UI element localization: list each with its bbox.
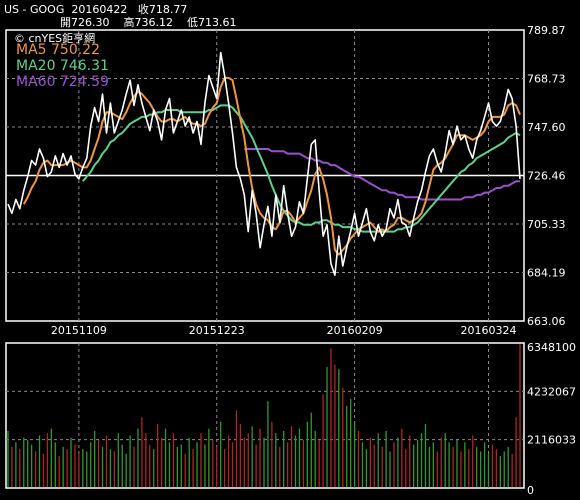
legend-ma60: MA60 724.59 (16, 74, 109, 90)
price-y-tick: 789.87 (527, 24, 566, 37)
volume-panel: 6348100 4232067 2116033 0 (5, 341, 576, 497)
legend-ma5: MA5 750.22 (16, 42, 100, 58)
volume-y-tick: 0 (527, 484, 534, 497)
x-tick-label: 20160324 (460, 324, 516, 337)
ma60-line (244, 148, 520, 201)
price-y-tick: 684.19 (527, 267, 566, 280)
volume-y-tick: 6348100 (527, 341, 576, 354)
price-y-tick: 726.46 (527, 170, 566, 183)
x-tick-label: 20160209 (327, 324, 383, 337)
quote-line-symbol: US - GOOG 20160422 收718.77 (4, 3, 188, 16)
x-tick-label: 20151223 (189, 324, 245, 337)
x-tick-label: 20151109 (51, 324, 107, 337)
price-panel: 789.87 768.73 747.60 726.46 705.33 684.19 663.… (5, 24, 566, 337)
legend-ma20: MA20 746.31 (16, 58, 109, 74)
volume-y-tick: 2116033 (527, 434, 576, 447)
price-y-tick: 768.73 (527, 73, 566, 86)
close-line (7, 51, 521, 276)
price-y-tick: 705.33 (527, 218, 566, 231)
price-y-tick: 663.06 (527, 315, 566, 328)
volume-y-tick: 4232067 (527, 385, 576, 398)
price-y-tick: 747.60 (527, 121, 566, 134)
quote-line-ohl: 開726.30 高736.12 低713.61 (60, 16, 237, 29)
volume-frame (5, 342, 525, 489)
watermark: © cnYES鉅亨網 (14, 32, 96, 45)
ma5-line (22, 76, 521, 256)
